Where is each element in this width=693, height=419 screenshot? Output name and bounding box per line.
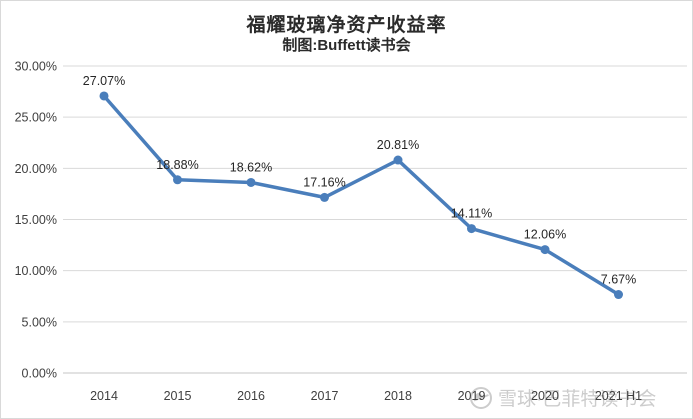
- data-point-label: 18.88%: [156, 158, 198, 172]
- watermark-text: 雪球·巴菲特读书会: [498, 389, 657, 410]
- data-point-marker: [173, 175, 182, 185]
- x-tick-label: 2017: [311, 389, 339, 403]
- data-point-marker: [393, 155, 403, 165]
- data-point-marker: [320, 192, 329, 202]
- chart-subtitle: 制图:Buffett读书会: [282, 37, 411, 54]
- series-line: [102, 94, 621, 297]
- x-tick-label: 2015: [164, 389, 192, 403]
- x-tick-label: 2019: [458, 389, 486, 403]
- x-tick-label: 2014: [90, 389, 118, 403]
- data-point-label: 12.06%: [524, 228, 566, 242]
- data-point-marker: [540, 245, 550, 255]
- data-point-marker: [99, 91, 109, 101]
- chart-title: 福耀玻璃净资产收益率: [246, 15, 447, 36]
- watermark: 雪球·巴菲特读书会: [469, 384, 656, 411]
- x-tick-label: 2021 H1: [595, 389, 642, 403]
- data-point-marker: [614, 290, 623, 300]
- x-tick-label: 2020: [531, 389, 559, 403]
- y-tick-label: 10.00%: [15, 264, 57, 278]
- x-tick-label: 2018: [384, 389, 412, 403]
- y-tick-label: 5.00%: [22, 315, 57, 329]
- y-tick-label: 15.00%: [15, 213, 57, 227]
- y-tick-label: 25.00%: [15, 111, 57, 125]
- xueqiu-logo-icon: [470, 386, 492, 409]
- data-point-label: 27.07%: [83, 74, 125, 88]
- data-point-marker: [246, 177, 256, 187]
- x-tick-label: 2016: [237, 389, 265, 403]
- data-point-label: 18.62%: [230, 160, 272, 174]
- data-point-label: 14.11%: [451, 207, 492, 221]
- y-tick-label: 30.00%: [15, 60, 57, 74]
- data-point-label: 17.16%: [303, 175, 345, 189]
- y-tick-label: 0.00%: [22, 367, 57, 381]
- data-point-label: 7.67%: [601, 273, 636, 287]
- data-point-label: 20.81%: [377, 138, 419, 152]
- data-point-marker: [467, 224, 476, 234]
- y-tick-label: 20.00%: [15, 162, 57, 176]
